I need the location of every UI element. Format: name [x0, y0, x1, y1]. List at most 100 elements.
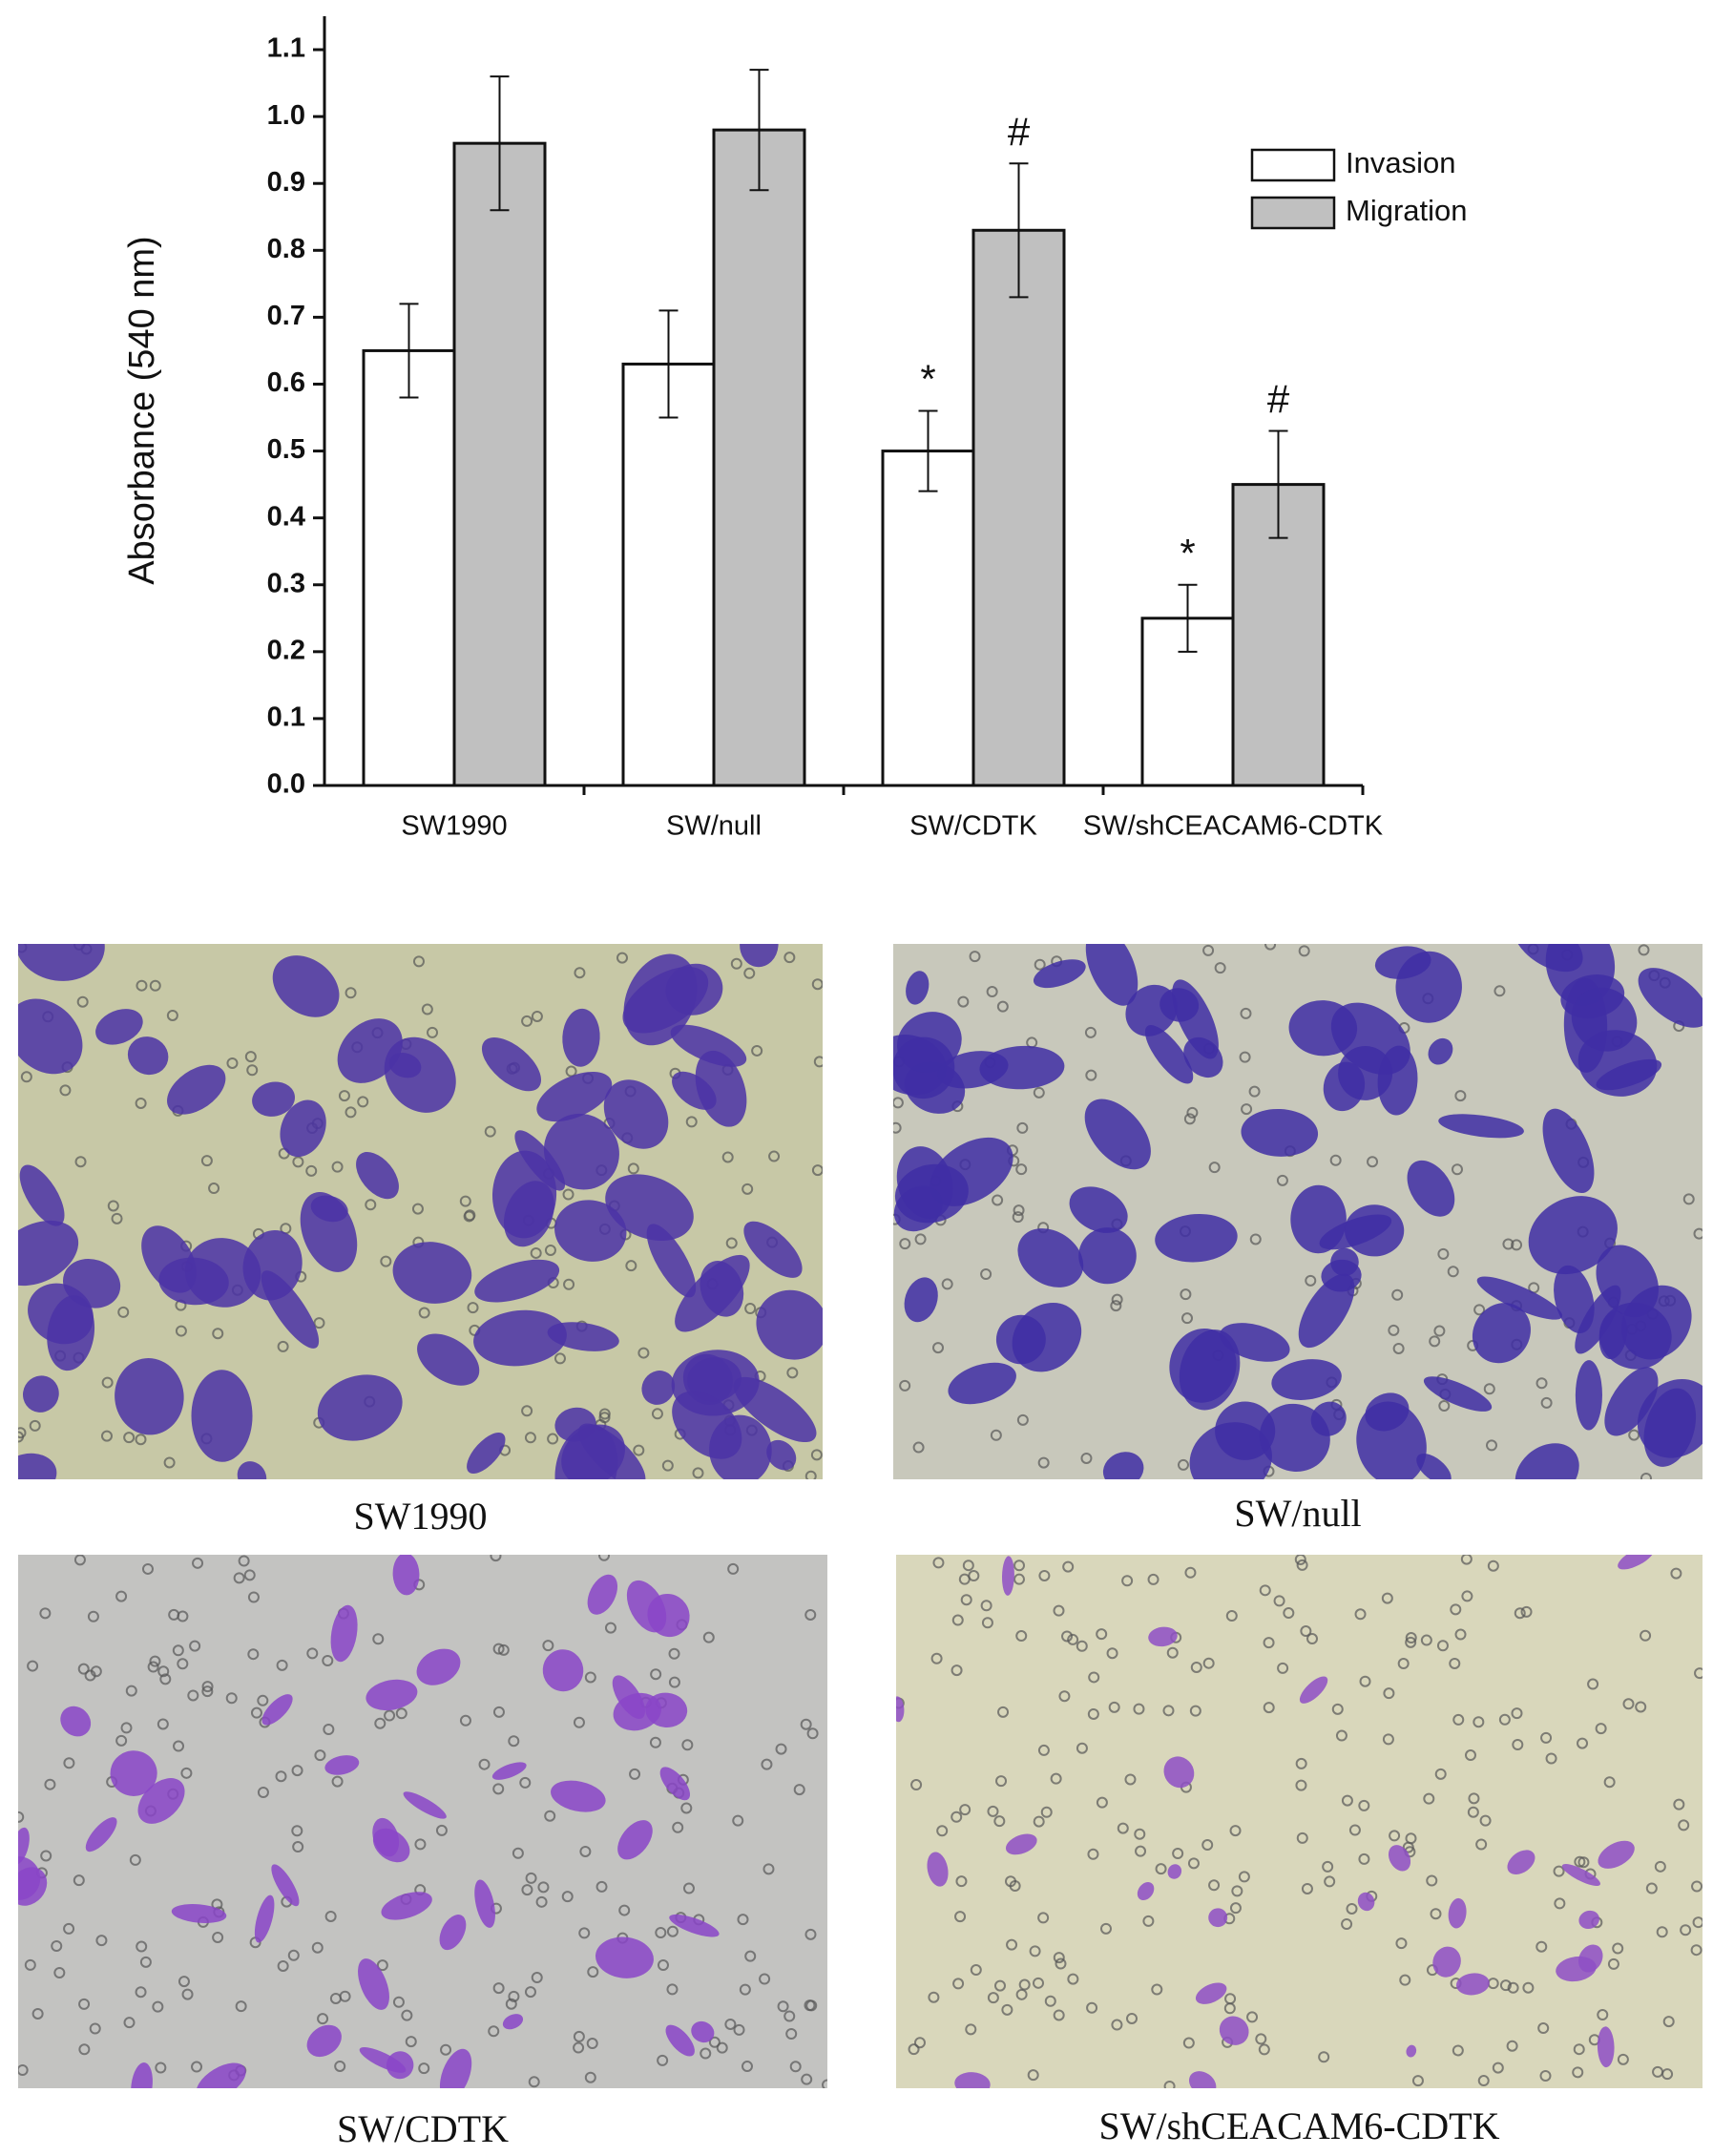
pore: [1693, 1227, 1703, 1240]
pore: [1249, 1233, 1262, 1245]
pore: [1437, 1247, 1450, 1260]
pore: [739, 1983, 751, 1996]
pore: [51, 1939, 63, 1952]
stained-cell: [1271, 1359, 1342, 1400]
pore: [189, 1640, 201, 1652]
pore: [1461, 1590, 1473, 1602]
pore: [584, 2071, 596, 2083]
pore: [783, 952, 796, 964]
stained-cell: [110, 1750, 157, 1796]
pore: [1087, 1848, 1099, 1860]
pore: [1514, 1607, 1526, 1620]
stained-cell: [306, 2024, 342, 2058]
pore: [1477, 2075, 1490, 2087]
pore: [78, 1998, 91, 2010]
pore: [1486, 1439, 1498, 1452]
pore: [1420, 1634, 1432, 1646]
pore: [1331, 1703, 1344, 1715]
pore: [1184, 1566, 1197, 1579]
pore: [1395, 1937, 1408, 1950]
pore: [1494, 985, 1506, 997]
pore: [737, 1914, 749, 1926]
stained-cell: [18, 1220, 79, 1287]
pore: [1276, 1174, 1288, 1186]
pore: [1388, 1324, 1400, 1336]
pore: [1467, 1806, 1479, 1818]
pore: [625, 1260, 637, 1272]
pore: [957, 995, 970, 1008]
pore: [893, 1121, 902, 1134]
pore: [954, 1911, 967, 1923]
stained-cell: [675, 1254, 750, 1332]
panel-caption: SW/CDTK: [337, 2107, 509, 2150]
pore: [412, 955, 425, 968]
pore: [1573, 2043, 1585, 2056]
pore: [554, 1352, 566, 1365]
stained-cell: [1195, 1982, 1227, 2004]
pore: [1454, 1090, 1467, 1102]
stained-cell: [272, 955, 340, 1017]
stained-cell: [1618, 1555, 1655, 1570]
pore: [1595, 1723, 1607, 1735]
stained-cell: [300, 1191, 358, 1272]
pore: [1483, 1383, 1495, 1395]
stained-cell: [646, 1224, 697, 1298]
pore: [981, 1617, 993, 1629]
stained-cell: [1188, 2071, 1217, 2088]
pore: [724, 2018, 737, 2030]
stained-cell: [1069, 1186, 1128, 1233]
pore: [139, 1956, 152, 1968]
pore: [1067, 1973, 1079, 1985]
pore: [1076, 1742, 1088, 1754]
pore: [157, 1718, 169, 1730]
pore: [1084, 1026, 1097, 1038]
stained-cell: [1597, 2026, 1615, 2068]
stained-cell: [766, 1439, 797, 1471]
pore: [1607, 1957, 1619, 1970]
pore: [928, 1991, 940, 2003]
pore: [1027, 2069, 1039, 2082]
pore: [732, 1814, 744, 1827]
pore: [163, 1456, 176, 1469]
y-tick-label: 0.5: [267, 434, 305, 465]
pore: [1013, 1559, 1026, 1572]
pore: [157, 1665, 170, 1678]
significance-marker: #: [1008, 109, 1031, 154]
pore: [1690, 1944, 1703, 1957]
pore: [519, 1776, 532, 1789]
pore: [306, 1647, 319, 1660]
pore: [1540, 1396, 1553, 1409]
micrograph-background: [896, 1555, 1703, 2088]
pore: [208, 1183, 220, 1195]
pore: [478, 1758, 491, 1770]
pore: [629, 1768, 641, 1780]
pore: [563, 1278, 575, 1290]
pore: [822, 2079, 827, 2088]
legend-label: Migration: [1346, 194, 1468, 227]
stained-cell: [1575, 1360, 1602, 1431]
error-bar: [1268, 429, 1288, 539]
pore: [1635, 1701, 1647, 1713]
error-bar: [399, 303, 419, 399]
y-tick-label: 0.1: [267, 702, 305, 733]
pore: [1301, 1882, 1313, 1894]
pore: [1111, 2019, 1123, 2031]
pore: [1295, 1757, 1307, 1769]
pore: [775, 1743, 787, 1755]
stained-cell: [261, 1694, 293, 1726]
pore: [508, 1735, 520, 1748]
pore: [181, 1988, 194, 2000]
pore: [39, 1607, 52, 1620]
pore: [1622, 1698, 1635, 1710]
pore: [910, 1779, 923, 1791]
pore: [155, 2062, 167, 2074]
pore: [1172, 1847, 1184, 1859]
pore: [243, 1569, 256, 1581]
pore: [595, 1880, 608, 1893]
pore: [959, 1804, 971, 1816]
stained-cell: [670, 1024, 747, 1067]
pore: [392, 1996, 405, 2008]
pore: [1033, 1977, 1045, 1989]
pore: [1085, 1069, 1097, 1081]
pore: [1190, 1661, 1202, 1673]
